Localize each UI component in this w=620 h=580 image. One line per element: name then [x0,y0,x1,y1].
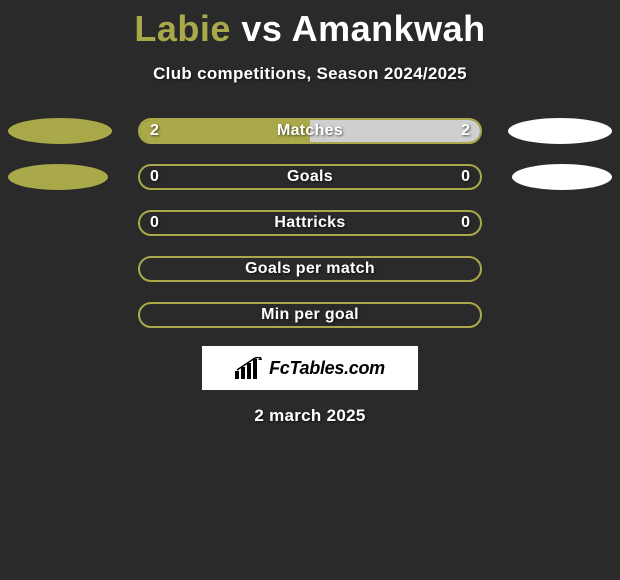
stat-rows: 22Matches 00Goals 00Hattricks Goals per mat… [0,118,620,328]
brand-box: FcTables.com [202,346,418,390]
stat-label: Goals per match [140,258,480,280]
stat-bar: Min per goal [138,302,482,328]
player1-name: Labie [134,8,231,49]
stat-row: 00Goals [0,164,620,190]
player2-ellipse [508,118,612,144]
stat-bar: 00Hattricks [138,210,482,236]
date: 2 march 2025 [0,406,620,426]
brand-chart-icon [235,357,263,379]
brand-text: FcTables.com [269,358,385,379]
stat-bar: 00Goals [138,164,482,190]
stat-label: Hattricks [140,212,480,234]
player2-ellipse [512,164,612,190]
comparison-infographic: Labie vs Amankwah Club competitions, Sea… [0,0,620,580]
stat-row: Min per goal [0,302,620,328]
stat-row: 22Matches [0,118,620,144]
player1-ellipse [8,118,112,144]
title: Labie vs Amankwah [0,0,620,50]
stat-bar: Goals per match [138,256,482,282]
stat-row: Goals per match [0,256,620,282]
stat-row: 00Hattricks [0,210,620,236]
subtitle: Club competitions, Season 2024/2025 [0,64,620,84]
player1-ellipse [8,164,108,190]
player2-name: Amankwah [292,8,486,49]
stat-label: Matches [140,120,480,142]
title-vs: vs [241,8,282,49]
stat-bar: 22Matches [138,118,482,144]
stat-label: Goals [140,166,480,188]
stat-label: Min per goal [140,304,480,326]
